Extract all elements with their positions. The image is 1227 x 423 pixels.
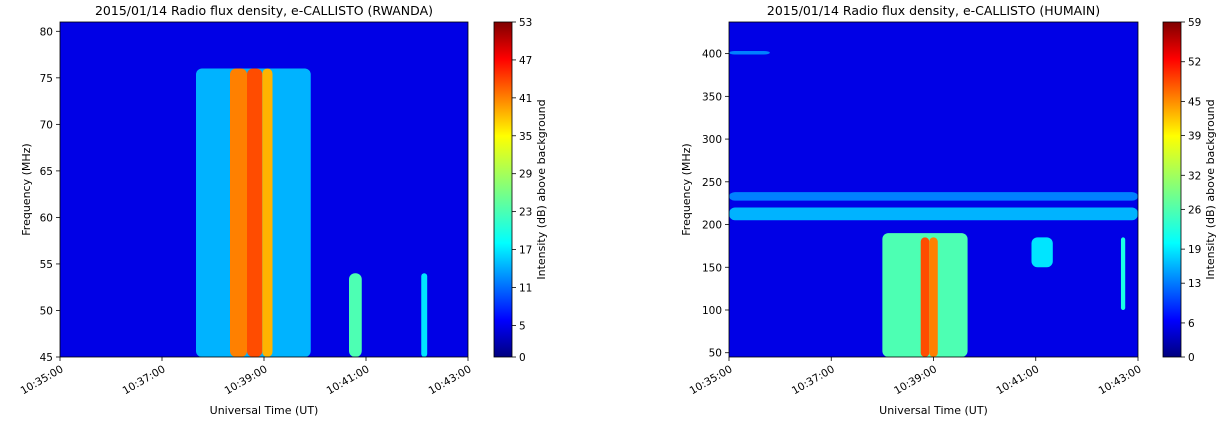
x-tick-label: 10:39:00 [223,363,270,397]
y-tick-label: 65 [40,166,53,178]
heatmap-cell-3 [247,68,263,358]
colorbar-tick-label: 0 [1188,352,1195,364]
colorbar-tick-label: 5 [519,320,526,332]
colorbar-label: Intensity (dB) above background [535,99,548,279]
y-tick-label: 55 [40,259,53,271]
y-tick-label: 200 [702,220,722,232]
x-axis-label: Universal Time (UT) [210,404,319,417]
x-tick-label: 10:37:00 [790,363,837,397]
y-axis-label: Frequency (MHz) [20,143,33,235]
heatmap-cell-3 [729,192,1138,201]
colorbar-tick-label: 52 [1188,57,1201,69]
x-axis-label: Universal Time (UT) [879,404,988,417]
colorbar-tick-label: 29 [519,169,532,181]
colorbar-tick-label: 39 [1188,131,1201,143]
colorbar-tick-label: 19 [1188,244,1201,256]
y-tick-label: 60 [40,212,53,224]
x-tick-label: 10:43:00 [1097,363,1144,397]
y-tick-label: 150 [702,262,722,274]
colorbar [493,21,513,358]
heatmap-cell-7 [1031,237,1053,268]
colorbar [1162,21,1182,358]
chart-title: 2015/01/14 Radio flux density, e-CALLIST… [95,3,433,18]
y-tick-label: 350 [702,91,722,103]
y-axis-label: Frequency (MHz) [680,143,693,235]
chart-title: 2015/01/14 Radio flux density, e-CALLIST… [767,3,1100,18]
heatmap-cell-1 [729,51,770,55]
heatmap-cell-6 [929,237,938,357]
colorbar-tick-label: 45 [1188,96,1201,108]
heatmap-cell-5 [349,273,362,357]
x-tick-label: 10:39:00 [892,363,939,397]
colorbar-tick-label: 13 [1188,278,1201,290]
y-tick-label: 80 [40,26,53,38]
x-tick-label: 10:41:00 [994,363,1041,397]
heatmap-features [729,51,1138,357]
heatmap-features [196,68,428,358]
y-tick-label: 300 [702,134,722,146]
colorbar-tick-label: 17 [519,245,532,257]
heatmap-cell-4 [262,68,273,358]
y-tick-label: 50 [40,305,53,317]
heatmap-cell-8 [1120,237,1126,310]
chart-panel-2: 2015/01/14 Radio flux density, e-CALLIST… [680,3,1217,417]
heatmap-cell-6 [421,273,428,357]
heatmap-cell-2 [729,207,1138,221]
colorbar-tick-label: 35 [519,131,532,143]
colorbar-tick-label: 32 [1188,170,1201,182]
colorbar-tick-label: 59 [1188,17,1201,29]
heatmap-cell-5 [920,237,930,357]
y-tick-label: 70 [40,119,53,131]
x-tick-label: 10:35:00 [688,363,735,397]
y-tick-label: 50 [709,348,722,360]
colorbar-tick-label: 47 [519,55,532,67]
x-tick-label: 10:37:00 [121,363,168,397]
x-tick-label: 10:41:00 [325,363,372,397]
x-tick-label: 10:43:00 [427,363,474,397]
colorbar-tick-label: 11 [519,282,532,294]
y-tick-label: 250 [702,177,722,189]
chart-panel-1: 2015/01/14 Radio flux density, e-CALLIST… [19,3,548,417]
colorbar-tick-label: 53 [519,17,532,29]
heatmap-cell-2 [230,68,247,358]
x-tick-label: 10:35:00 [19,363,66,397]
y-tick-label: 100 [702,305,722,317]
y-tick-label: 45 [40,352,53,364]
colorbar-tick-label: 23 [519,207,532,219]
y-tick-label: 75 [40,73,53,85]
colorbar-tick-label: 26 [1188,204,1202,216]
colorbar-tick-label: 6 [1188,318,1195,330]
colorbar-tick-label: 41 [519,93,532,105]
y-tick-label: 400 [702,49,722,61]
colorbar-tick-label: 0 [519,352,526,364]
colorbar-label: Intensity (dB) above background [1204,99,1217,279]
